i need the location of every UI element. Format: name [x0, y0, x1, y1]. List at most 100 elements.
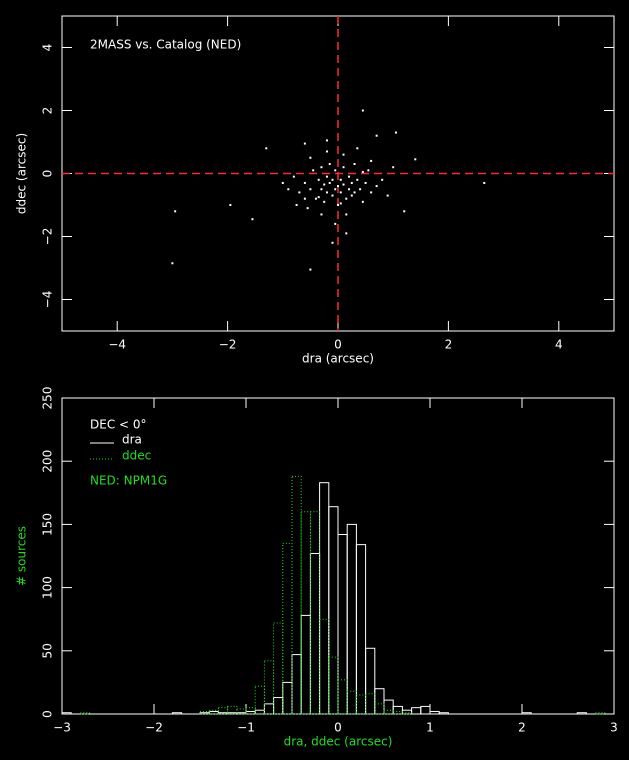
legend-label: ddec: [122, 449, 151, 463]
point: [331, 194, 334, 197]
y-tick-label: −2: [41, 228, 55, 246]
point: [317, 178, 320, 181]
point: [325, 150, 328, 153]
histogram-bar: [595, 712, 606, 715]
x-tick-label: −3: [53, 721, 71, 735]
histogram-bar: [346, 690, 357, 715]
point: [386, 194, 389, 197]
histogram-bar: [374, 703, 385, 715]
histogram-bar: [365, 647, 376, 715]
legend-title: DEC < 0°: [90, 418, 147, 432]
point: [339, 178, 342, 181]
point: [251, 218, 254, 221]
histogram-bar: [263, 660, 275, 715]
point: [317, 196, 320, 199]
point: [392, 166, 395, 169]
x-tick-label: 3: [610, 721, 618, 735]
point: [325, 175, 328, 178]
y-axis-label: # sources: [15, 526, 29, 586]
point: [281, 181, 284, 184]
point: [381, 178, 384, 181]
point: [375, 134, 378, 137]
histogram-bar: [438, 712, 449, 715]
point: [370, 191, 373, 194]
y-tick-label: 100: [41, 576, 55, 599]
point: [309, 268, 312, 271]
point: [334, 188, 337, 191]
point: [229, 204, 232, 206]
y-tick-label: 2: [41, 107, 55, 115]
histogram-bar: [300, 511, 311, 715]
point: [328, 163, 331, 166]
annotation: NED: NPM1G: [90, 474, 167, 488]
y-axis-label: ddec (arcsec): [15, 133, 29, 214]
y-tick-label: 250: [41, 387, 55, 410]
point: [334, 169, 337, 172]
point: [367, 169, 370, 172]
histogram-bar: [208, 709, 219, 715]
point: [361, 109, 364, 112]
point: [356, 147, 359, 150]
histogram-bar: [383, 709, 394, 715]
point: [331, 178, 334, 181]
point: [348, 175, 351, 178]
point: [295, 204, 298, 206]
x-tick-label: −4: [108, 338, 126, 352]
point: [314, 197, 317, 200]
histogram-bar: [337, 679, 348, 715]
x-tick-label: 0: [334, 721, 342, 735]
point: [414, 158, 417, 161]
point: [334, 222, 337, 225]
x-tick-label: 1: [426, 721, 434, 735]
point: [292, 175, 295, 178]
point: [342, 166, 345, 169]
histogram-bar: [254, 685, 265, 715]
x-tick-label: −2: [219, 338, 237, 352]
y-tick-label: 200: [41, 450, 55, 473]
histogram-bar: [576, 712, 587, 715]
point: [361, 200, 364, 203]
x-tick-label: 2: [518, 721, 526, 735]
x-axis-label: dra, ddec (arcsec): [284, 735, 393, 749]
histogram-bar: [365, 693, 376, 715]
point: [364, 181, 367, 184]
histogram-bar: [309, 511, 321, 715]
point: [325, 191, 328, 194]
histogram-bar: [420, 705, 431, 715]
point: [320, 166, 323, 169]
point: [312, 169, 315, 172]
point: [309, 188, 312, 191]
y-tick-label: 0: [41, 170, 55, 178]
x-tick-label: −1: [237, 721, 255, 735]
annotation: 2MASS vs. Catalog (NED): [90, 38, 241, 52]
point: [339, 191, 342, 194]
point: [359, 188, 362, 191]
point: [309, 156, 312, 159]
point: [342, 153, 345, 156]
point: [320, 213, 323, 216]
point: [361, 170, 364, 173]
point: [337, 204, 339, 206]
histogram-bar: [236, 708, 247, 715]
y-tick-label: 50: [41, 643, 55, 658]
histogram-bar: [217, 707, 229, 715]
x-tick-label: 4: [555, 338, 563, 352]
y-tick-label: 4: [41, 44, 55, 52]
y-tick-label: 150: [41, 513, 55, 536]
x-axis-label: dra (arcsec): [302, 352, 374, 366]
histogram-bar: [521, 712, 532, 715]
point: [350, 181, 353, 184]
point: [348, 188, 351, 191]
point: [356, 178, 359, 181]
point: [350, 194, 353, 197]
point: [375, 185, 378, 188]
x-tick-label: −2: [145, 721, 163, 735]
point: [345, 213, 348, 216]
point: [403, 210, 406, 213]
point: [370, 159, 373, 162]
y-tick-label: −4: [41, 291, 55, 309]
y-tick-label: 0: [41, 710, 55, 718]
point: [287, 188, 290, 191]
histogram-bar: [355, 544, 367, 715]
